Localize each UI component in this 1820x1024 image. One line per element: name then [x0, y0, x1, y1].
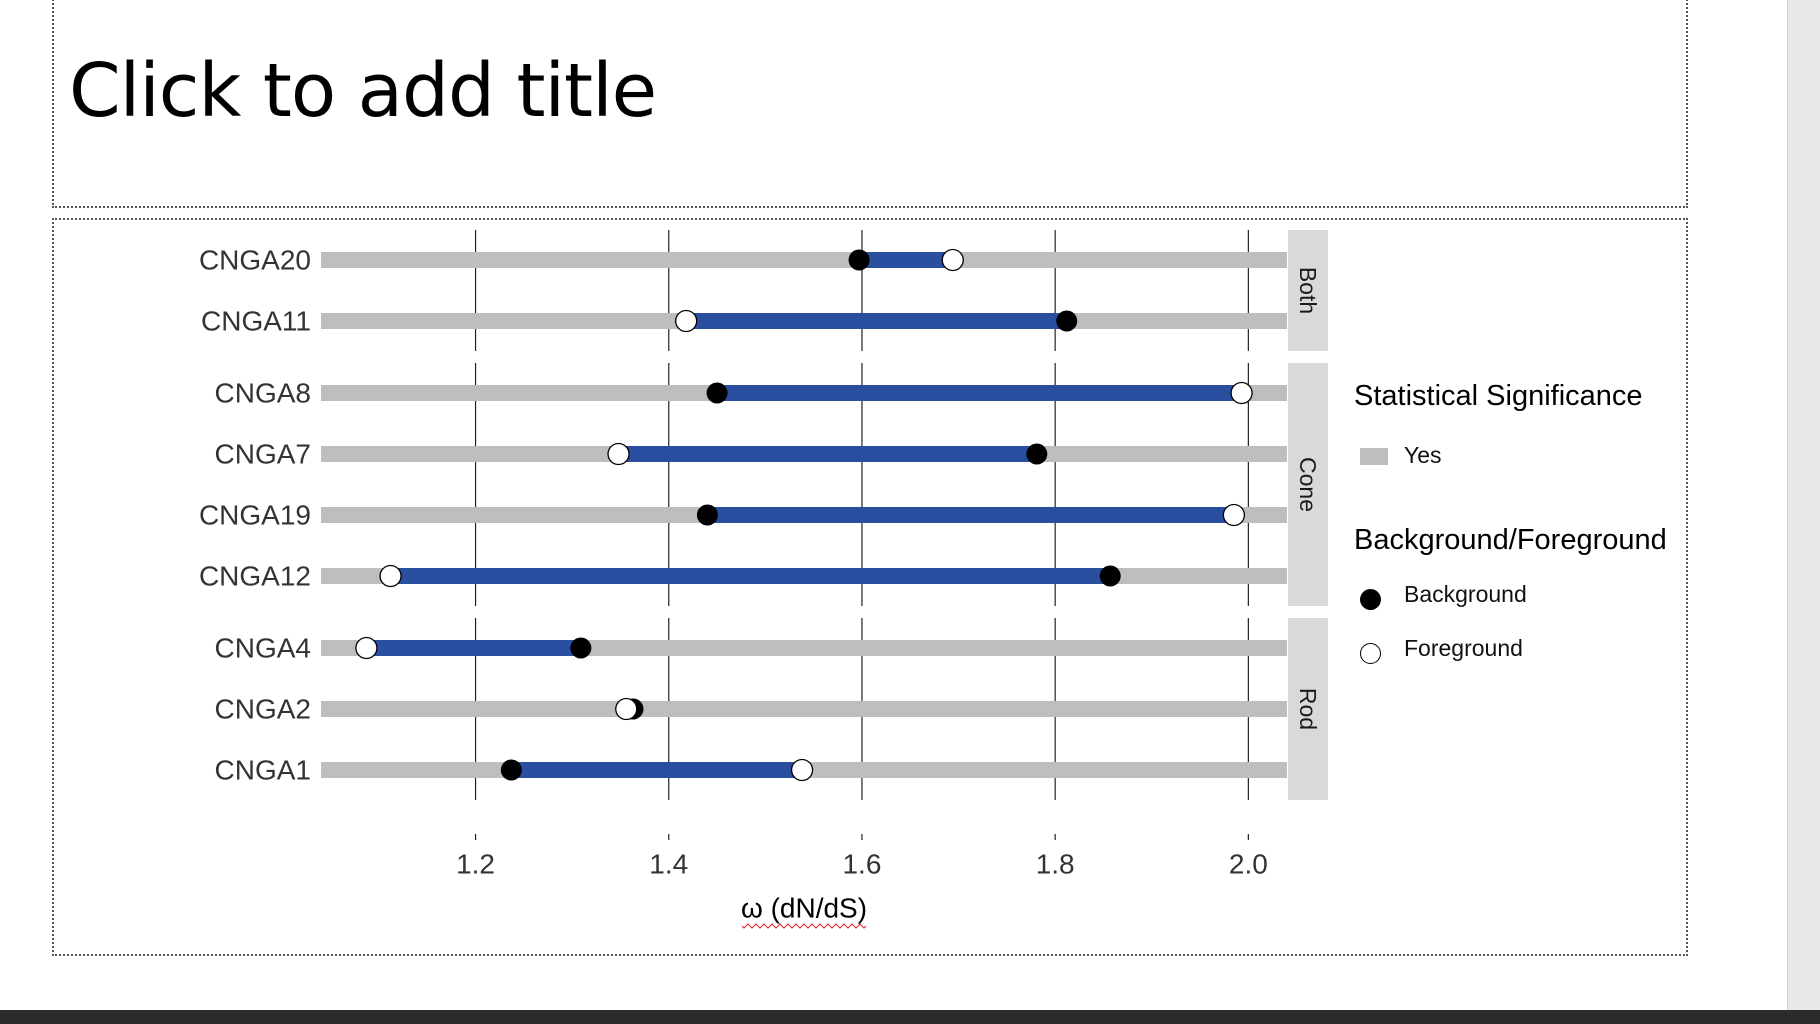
foreground-point [674, 309, 698, 333]
x-tick-label: 1.2 [456, 849, 495, 880]
status-bar [0, 1010, 1820, 1024]
title-placeholder-text[interactable]: Click to add title [69, 48, 657, 134]
background-point [696, 504, 718, 526]
background-point [706, 382, 728, 404]
gene-label: CNGA4 [215, 633, 311, 664]
chart-placeholder[interactable]: Both CNGA20 CNGA11 Cone CNGA8 CNGA7 CNGA19 CNGA… [52, 218, 1688, 956]
foreground-point [1230, 381, 1253, 405]
legend-foreground-label: Foreground [1404, 635, 1523, 661]
interval-bar [686, 313, 1067, 329]
track-bar [321, 701, 1287, 717]
legend-group-title: Background/Foreground [1354, 524, 1667, 556]
facet-label: Rod [1295, 688, 1321, 730]
interval-bar [511, 762, 803, 778]
interval-bar [707, 507, 1234, 523]
foreground-point [607, 442, 630, 466]
foreground-point [379, 564, 402, 588]
background-point [1026, 443, 1048, 465]
gene-label: CNGA19 [199, 500, 311, 531]
gene-label: CNGA1 [215, 755, 311, 786]
facet-strip [1288, 363, 1328, 606]
interval-bar [717, 385, 1242, 401]
gene-label: CNGA20 [199, 245, 311, 276]
facet-strip [1288, 230, 1328, 351]
legend-background-label: Background [1404, 581, 1527, 607]
gene-label: CNGA8 [215, 378, 311, 409]
legend-significance-yes: Yes [1404, 442, 1442, 468]
background-point [570, 637, 592, 659]
x-tick-label: 1.4 [649, 849, 688, 880]
legend-foreground-dot [1360, 643, 1381, 664]
interval-bar [859, 252, 953, 268]
facet-strip [1288, 618, 1328, 800]
legend-background-dot [1360, 589, 1381, 610]
foreground-point [790, 758, 814, 782]
background-point [500, 759, 522, 781]
legend-significance-title: Statistical Significance [1354, 380, 1643, 412]
gene-label: CNGA7 [215, 439, 311, 470]
x-axis-title: ω (dN/dS) [741, 893, 867, 924]
background-point [848, 249, 870, 271]
x-tick-label: 1.6 [842, 849, 881, 880]
foreground-point [1222, 503, 1246, 527]
gene-label: CNGA12 [199, 561, 311, 592]
slide-scroll-strip[interactable] [1787, 0, 1820, 1010]
legend-significance-swatch [1360, 448, 1388, 465]
gene-label: CNGA11 [201, 306, 311, 337]
dumbbell-chart: Both CNGA20 CNGA11 Cone CNGA8 CNGA7 CNGA19 CNGA… [199, 230, 1328, 929]
foreground-point [941, 248, 964, 272]
foreground-point [615, 697, 638, 721]
spellcheck-squiggle [741, 923, 867, 929]
track-bar [321, 252, 1287, 268]
background-point [1056, 310, 1078, 332]
facet-label: Cone [1295, 457, 1321, 512]
foreground-point [355, 636, 378, 660]
background-point [1099, 565, 1121, 587]
facet-label: Both [1295, 267, 1321, 314]
interval-bar [366, 640, 581, 656]
interval-bar [618, 446, 1037, 462]
gene-label: CNGA2 [215, 694, 311, 725]
x-tick-label: 1.8 [1036, 849, 1075, 880]
x-tick-label: 2.0 [1229, 849, 1268, 880]
title-placeholder[interactable]: Click to add title [52, 0, 1688, 208]
interval-bar [390, 568, 1111, 584]
